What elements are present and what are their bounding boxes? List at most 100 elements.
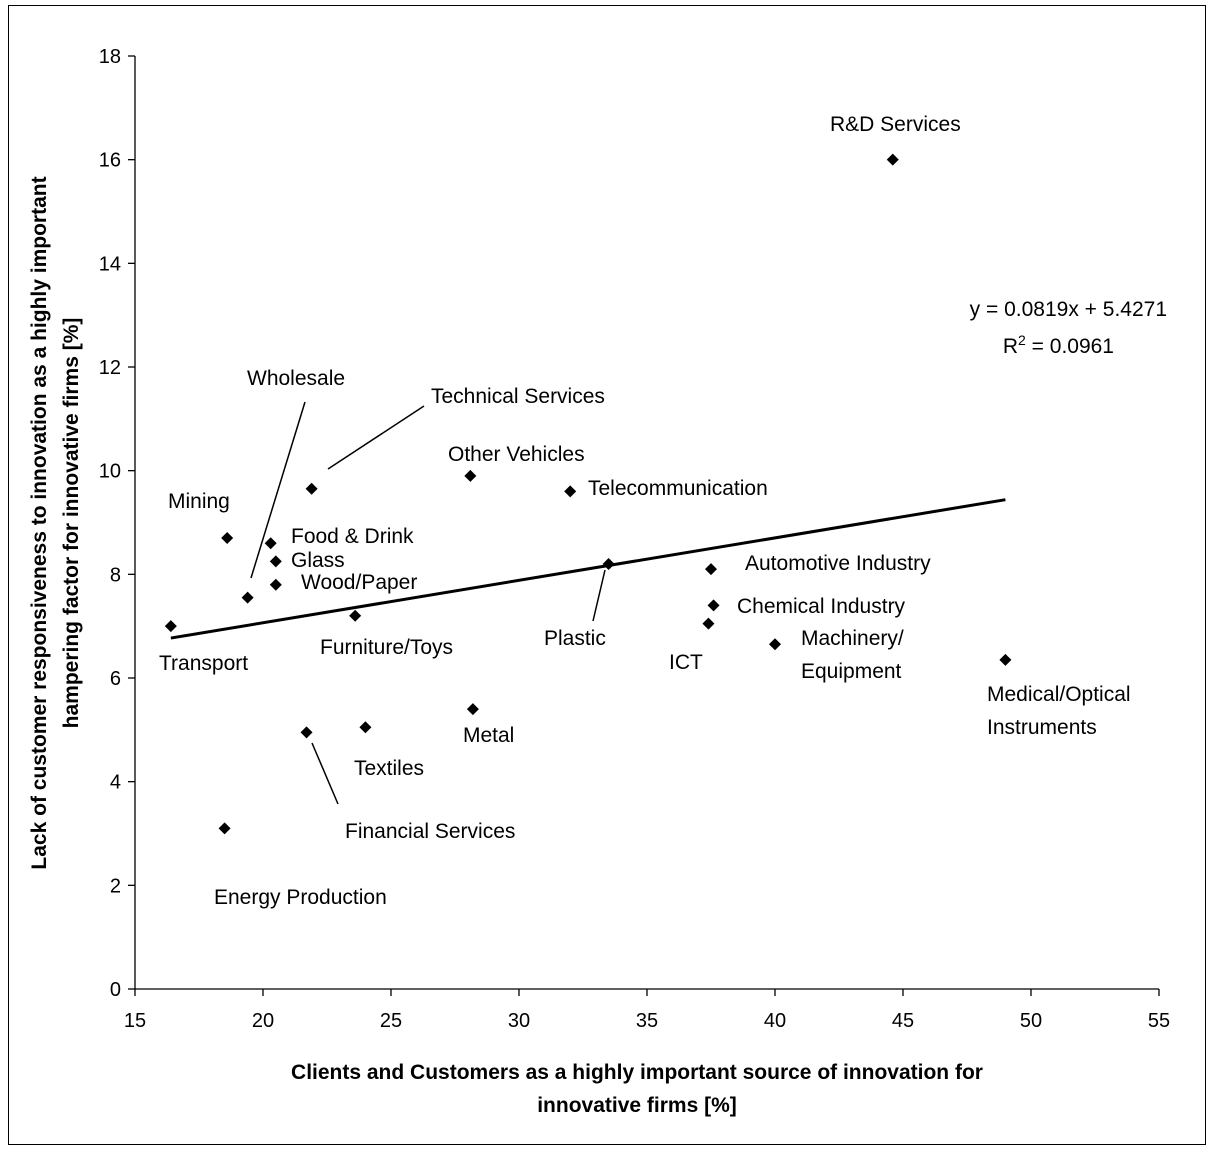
x-tick-label-55: 55	[1148, 1010, 1170, 1032]
point-plastic	[602, 557, 615, 570]
r2-superscript: 2	[1018, 332, 1026, 348]
label-ict: ICT	[669, 651, 703, 674]
label-line: Automotive Industry	[745, 552, 931, 575]
label-line: Telecommunication	[588, 477, 768, 500]
point-medical-optical-instruments	[999, 653, 1012, 666]
y-tick-label-10: 10	[99, 461, 121, 483]
point-financial-services	[300, 726, 313, 739]
label-furniture-toys: Furniture/Toys	[320, 636, 453, 659]
y-axis-title-line-2: hampering factor for innovative firms [%…	[60, 318, 83, 729]
point-glass	[269, 555, 282, 568]
point-labels: R&D Services Technical Services Other Vehi…	[159, 113, 1131, 909]
leader-wholesale	[250, 401, 306, 579]
label-line: Financial Services	[345, 820, 515, 843]
label-line: ICT	[669, 651, 703, 674]
label-line: Plastic	[544, 627, 606, 650]
point-transport	[164, 620, 177, 633]
label-line: Medical/Optical	[987, 683, 1131, 706]
label-wholesale: Wholesale	[247, 367, 345, 390]
label-plastic: Plastic	[544, 627, 606, 650]
y-tick-label-4: 4	[110, 772, 121, 794]
label-wood-paper: Wood/Paper	[301, 571, 417, 594]
point-textiles	[359, 721, 372, 734]
x-tick-label-50: 50	[1020, 1010, 1042, 1032]
y-tick-label-16: 16	[99, 150, 121, 172]
r2-value: = 0.0961	[1026, 335, 1114, 358]
label-line: Technical Services	[431, 385, 605, 408]
point-mining	[221, 532, 234, 545]
label-line: Food & Drink	[291, 525, 414, 548]
label-line: Metal	[463, 724, 514, 747]
x-axis-title-line-1: Clients and Customers as a highly import…	[291, 1061, 983, 1084]
label-line: Furniture/Toys	[320, 636, 453, 659]
point-furniture-toys	[349, 609, 362, 622]
label-telecommunication: Telecommunication	[588, 477, 768, 500]
label-other-vehicles: Other Vehicles	[448, 443, 585, 466]
label-metal: Metal	[463, 724, 514, 747]
point-automotive-industry	[705, 563, 717, 576]
point-r-d-services	[886, 153, 899, 166]
y-tick-labels: 0 2 4 6 8 10 12 14 16 18	[99, 46, 121, 1001]
y-tick-label-0: 0	[110, 979, 121, 1001]
data-points	[164, 153, 1012, 835]
x-tick-label-45: 45	[892, 1010, 914, 1032]
chart-frame	[8, 5, 1206, 1145]
label-line: Wholesale	[247, 367, 345, 390]
point-machinery-equipment	[769, 638, 781, 651]
x-tick-label-25: 25	[380, 1010, 402, 1032]
label-line: Equipment	[801, 660, 902, 683]
x-tick-label-35: 35	[636, 1010, 658, 1032]
label-line: Textiles	[354, 757, 424, 780]
label-line: Wood/Paper	[301, 571, 417, 594]
axes	[128, 55, 1160, 996]
point-wholesale	[241, 591, 254, 604]
y-axis-title-line-1: Lack of customer responsiveness to innov…	[28, 176, 51, 869]
label-transport: Transport	[159, 652, 248, 675]
y-tick-label-6: 6	[110, 668, 121, 690]
r2-prefix: R	[1003, 335, 1018, 358]
leader-lines	[250, 401, 606, 805]
label-line: Machinery/	[801, 627, 904, 650]
point-chemical-industry	[707, 599, 720, 612]
y-tick-label-8: 8	[110, 564, 121, 586]
label-glass: Glass	[291, 549, 345, 572]
y-tick-label-2: 2	[110, 875, 121, 897]
label-automotive-industry: Automotive Industry	[745, 552, 931, 575]
label-financial-services: Financial Services	[345, 820, 515, 843]
y-tick-label-14: 14	[99, 253, 121, 275]
x-tick-label-40: 40	[764, 1010, 786, 1032]
point-metal	[466, 703, 479, 716]
y-tick-label-12: 12	[99, 357, 121, 379]
label-line: Transport	[159, 652, 248, 675]
label-line: Instruments	[987, 716, 1097, 739]
trendline-group	[170, 498, 1006, 640]
label-line: R&D Services	[830, 113, 961, 136]
label-machinery-equipment: Machinery/Equipment	[801, 627, 904, 683]
label-technical-services: Technical Services	[431, 385, 605, 408]
label-line: Mining	[168, 490, 230, 513]
trendline-r-squared: R2 = 0.0961	[1003, 332, 1114, 358]
label-mining: Mining	[168, 490, 230, 513]
leader-financial-services	[311, 742, 339, 805]
point-technical-services	[305, 482, 318, 495]
label-r-d-services: R&D Services	[830, 113, 961, 136]
point-wood-paper	[269, 578, 282, 591]
label-energy-production: Energy Production	[214, 886, 387, 909]
label-line: Other Vehicles	[448, 443, 585, 466]
trendline-equation: y = 0.0819x + 5.4271	[970, 298, 1167, 321]
label-line: Glass	[291, 549, 345, 572]
point-other-vehicles	[464, 469, 477, 482]
x-tick-label-15: 15	[124, 1010, 146, 1032]
leader-technical-services	[327, 405, 425, 470]
x-tick-labels: 15 20 25 30 35 40 45 50 55	[124, 1010, 1170, 1032]
label-line: Energy Production	[214, 886, 387, 909]
x-tick-label-20: 20	[252, 1010, 274, 1032]
point-telecommunication	[564, 485, 577, 498]
x-axis-title-line-2: innovative firms [%]	[537, 1094, 737, 1117]
point-ict	[702, 617, 715, 630]
y-tick-label-18: 18	[99, 46, 121, 68]
leader-plastic	[592, 569, 606, 622]
label-textiles: Textiles	[354, 757, 424, 780]
x-tick-label-30: 30	[508, 1010, 530, 1032]
